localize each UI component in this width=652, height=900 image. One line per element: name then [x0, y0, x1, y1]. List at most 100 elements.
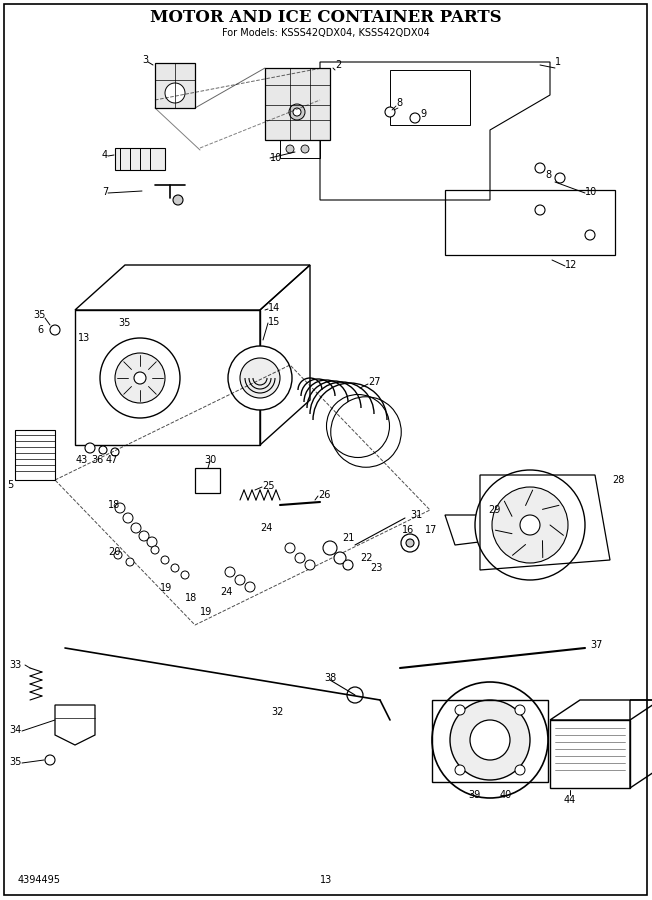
Text: 18: 18	[185, 593, 198, 603]
Circle shape	[305, 560, 315, 570]
Text: 32: 32	[272, 707, 284, 717]
Text: 5: 5	[7, 480, 13, 490]
Text: For Models: KSSS42QDX04, KSSS42QDX04: For Models: KSSS42QDX04, KSSS42QDX04	[222, 28, 430, 38]
Circle shape	[323, 541, 337, 555]
Text: 13: 13	[78, 333, 90, 343]
Text: 29: 29	[488, 505, 500, 515]
Circle shape	[470, 720, 510, 760]
Circle shape	[165, 83, 185, 103]
Circle shape	[225, 567, 235, 577]
Circle shape	[401, 534, 419, 552]
Text: 15: 15	[268, 317, 280, 327]
Circle shape	[289, 104, 305, 120]
Circle shape	[585, 230, 595, 240]
Polygon shape	[155, 63, 195, 108]
Circle shape	[293, 108, 301, 116]
Text: 20: 20	[108, 547, 121, 557]
Circle shape	[99, 446, 107, 454]
Text: 19: 19	[200, 607, 213, 617]
Circle shape	[515, 765, 525, 775]
Text: 10: 10	[270, 153, 282, 163]
Text: 1: 1	[555, 57, 561, 67]
Text: 36: 36	[91, 455, 103, 465]
Text: 2: 2	[335, 60, 341, 70]
Circle shape	[240, 358, 280, 398]
Circle shape	[134, 372, 146, 384]
Text: 30: 30	[204, 455, 216, 465]
Text: 16: 16	[402, 525, 414, 535]
Circle shape	[492, 487, 568, 563]
Bar	[115, 148, 165, 170]
Circle shape	[115, 353, 165, 403]
Circle shape	[147, 537, 157, 547]
Circle shape	[535, 163, 545, 173]
Circle shape	[410, 113, 420, 123]
Text: 14: 14	[268, 303, 280, 313]
Text: 3: 3	[142, 55, 148, 65]
Text: 23: 23	[370, 563, 382, 573]
Bar	[550, 720, 630, 788]
Circle shape	[286, 145, 294, 153]
Circle shape	[114, 551, 122, 559]
Circle shape	[334, 552, 346, 564]
Circle shape	[171, 564, 179, 572]
Circle shape	[235, 575, 245, 585]
Text: 22: 22	[360, 553, 372, 563]
Text: 18: 18	[108, 500, 120, 510]
Text: 25: 25	[262, 481, 274, 491]
Circle shape	[123, 513, 133, 523]
Circle shape	[139, 531, 149, 541]
Text: 24: 24	[260, 523, 273, 533]
Circle shape	[406, 539, 414, 547]
Text: 38: 38	[324, 673, 336, 683]
Text: 35: 35	[34, 310, 46, 320]
Circle shape	[285, 543, 295, 553]
Text: 13: 13	[320, 875, 332, 885]
Text: 26: 26	[318, 490, 331, 500]
Text: 35: 35	[10, 757, 22, 767]
Text: MOTOR AND ICE CONTAINER PARTS: MOTOR AND ICE CONTAINER PARTS	[150, 10, 502, 26]
Circle shape	[45, 755, 55, 765]
Text: 19: 19	[160, 583, 172, 593]
Text: 8: 8	[545, 170, 551, 180]
Text: 9: 9	[420, 109, 426, 119]
Circle shape	[115, 503, 125, 513]
Circle shape	[50, 325, 60, 335]
Text: 34: 34	[10, 725, 22, 735]
Circle shape	[555, 173, 565, 183]
Text: 44: 44	[564, 795, 576, 805]
Circle shape	[151, 546, 159, 554]
Text: 33: 33	[10, 660, 22, 670]
Text: 43: 43	[76, 455, 88, 465]
Bar	[280, 140, 320, 158]
Text: 27: 27	[368, 377, 381, 387]
Circle shape	[295, 553, 305, 563]
Circle shape	[181, 571, 189, 579]
Text: 8: 8	[396, 98, 402, 108]
Circle shape	[126, 558, 134, 566]
Text: 17: 17	[425, 525, 437, 535]
Text: 35: 35	[119, 318, 131, 328]
Circle shape	[515, 705, 525, 715]
Circle shape	[85, 443, 95, 453]
Circle shape	[450, 700, 530, 780]
Text: 12: 12	[565, 260, 578, 270]
Circle shape	[161, 556, 169, 564]
Circle shape	[111, 448, 119, 456]
Text: 4: 4	[102, 150, 108, 160]
Circle shape	[455, 765, 465, 775]
Circle shape	[245, 582, 255, 592]
Text: 24: 24	[220, 587, 232, 597]
Text: 21: 21	[342, 533, 355, 543]
Text: 28: 28	[612, 475, 625, 485]
Polygon shape	[265, 68, 330, 140]
Circle shape	[100, 338, 180, 418]
Circle shape	[131, 523, 141, 533]
Circle shape	[535, 205, 545, 215]
Circle shape	[432, 682, 548, 798]
Text: 7: 7	[102, 187, 108, 197]
Text: 40: 40	[500, 790, 512, 800]
Text: 47: 47	[106, 455, 118, 465]
Circle shape	[343, 560, 353, 570]
Circle shape	[301, 145, 309, 153]
